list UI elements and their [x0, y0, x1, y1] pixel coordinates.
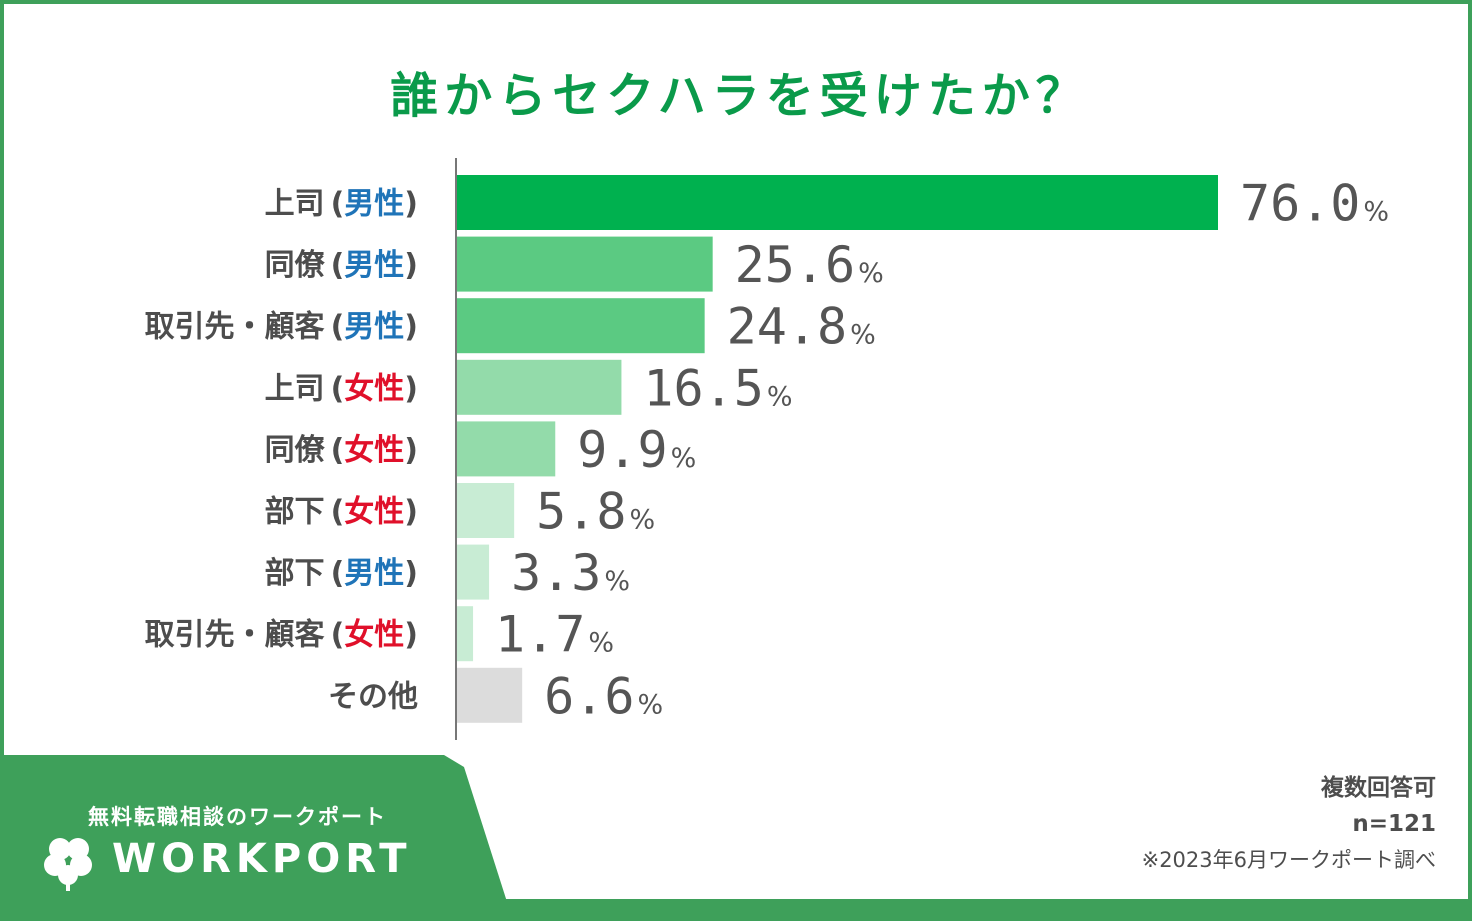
bottom-bar: [4, 899, 1468, 917]
bar: [456, 421, 556, 477]
value-label: 5.8%: [536, 483, 655, 541]
brand-tagline: 無料転職相談のワークポート: [88, 805, 387, 829]
bar: [456, 175, 1218, 230]
category-label: その他: [328, 679, 418, 714]
category-label: 部下 (女性): [265, 495, 418, 530]
category-label: 部下 (男性): [265, 556, 418, 591]
brand-logo-text: WORKPORT: [112, 836, 412, 882]
value-label: 25.6%: [735, 236, 884, 294]
value-label: 24.8%: [727, 298, 876, 356]
bar: [456, 298, 705, 354]
category-label: 同僚 (男性): [265, 248, 418, 283]
bar: [456, 359, 622, 415]
value-label: 16.5%: [643, 359, 792, 417]
category-label: 上司 (女性): [265, 371, 418, 406]
category-base: 取引先・顧客: [145, 310, 325, 345]
chart-title: 誰からセクハラを受けたか？: [390, 68, 1090, 124]
category-label: 取引先・顧客 (男性): [145, 310, 418, 345]
category-base: 取引先・顧客: [145, 618, 325, 653]
note-multiple-answers: 複数回答可: [1321, 775, 1436, 801]
category-gender: 男性: [344, 556, 404, 591]
category-gender: 男性: [344, 248, 404, 283]
value-label: 6.6%: [544, 667, 663, 725]
category-gender: 女性: [344, 433, 404, 468]
bar-chart: 上司 (男性) 76.0 % 同僚 (男性) 25.6 % 取引先・顧客 (男性) 24.8 % 上司(…: [145, 158, 1389, 740]
category-label: 上司 (男性): [265, 187, 418, 222]
category-base: 同僚: [265, 433, 326, 468]
category-gender: 女性: [344, 371, 404, 406]
category-gender: 女性: [344, 495, 404, 530]
category-gender: 男性: [344, 310, 404, 345]
note-sample-size: n=121: [1352, 811, 1436, 837]
category-gender: 男性: [344, 187, 404, 222]
category-base: その他: [328, 679, 418, 714]
value-label: 9.9%: [577, 421, 696, 479]
category-label: 同僚 (女性): [265, 433, 418, 468]
bar: [456, 544, 490, 600]
category-base: 同僚: [265, 248, 326, 283]
category-gender: 女性: [344, 618, 404, 653]
value-label: 1.7%: [495, 606, 614, 664]
category-base: 部下: [265, 556, 325, 591]
bar: [456, 667, 523, 723]
brand-panel: 無料転職相談のワークポート WORKPORT: [4, 755, 508, 917]
note-source: ※2023年6月ワークポート調べ: [1141, 848, 1436, 872]
value-label: 3.3%: [511, 544, 630, 602]
category-base: 上司: [265, 187, 325, 222]
value-label: 76.0%: [1240, 175, 1389, 233]
bar: [456, 483, 515, 538]
category-base: 上司: [265, 371, 325, 406]
footnotes: 複数回答可 n=121 ※2023年6月ワークポート調べ: [1142, 770, 1436, 878]
clover-icon: [44, 838, 92, 891]
bar: [456, 606, 474, 662]
category-base: 部下: [265, 495, 325, 530]
category-label: 取引先・顧客 (女性): [145, 618, 418, 653]
bar: [456, 236, 713, 292]
